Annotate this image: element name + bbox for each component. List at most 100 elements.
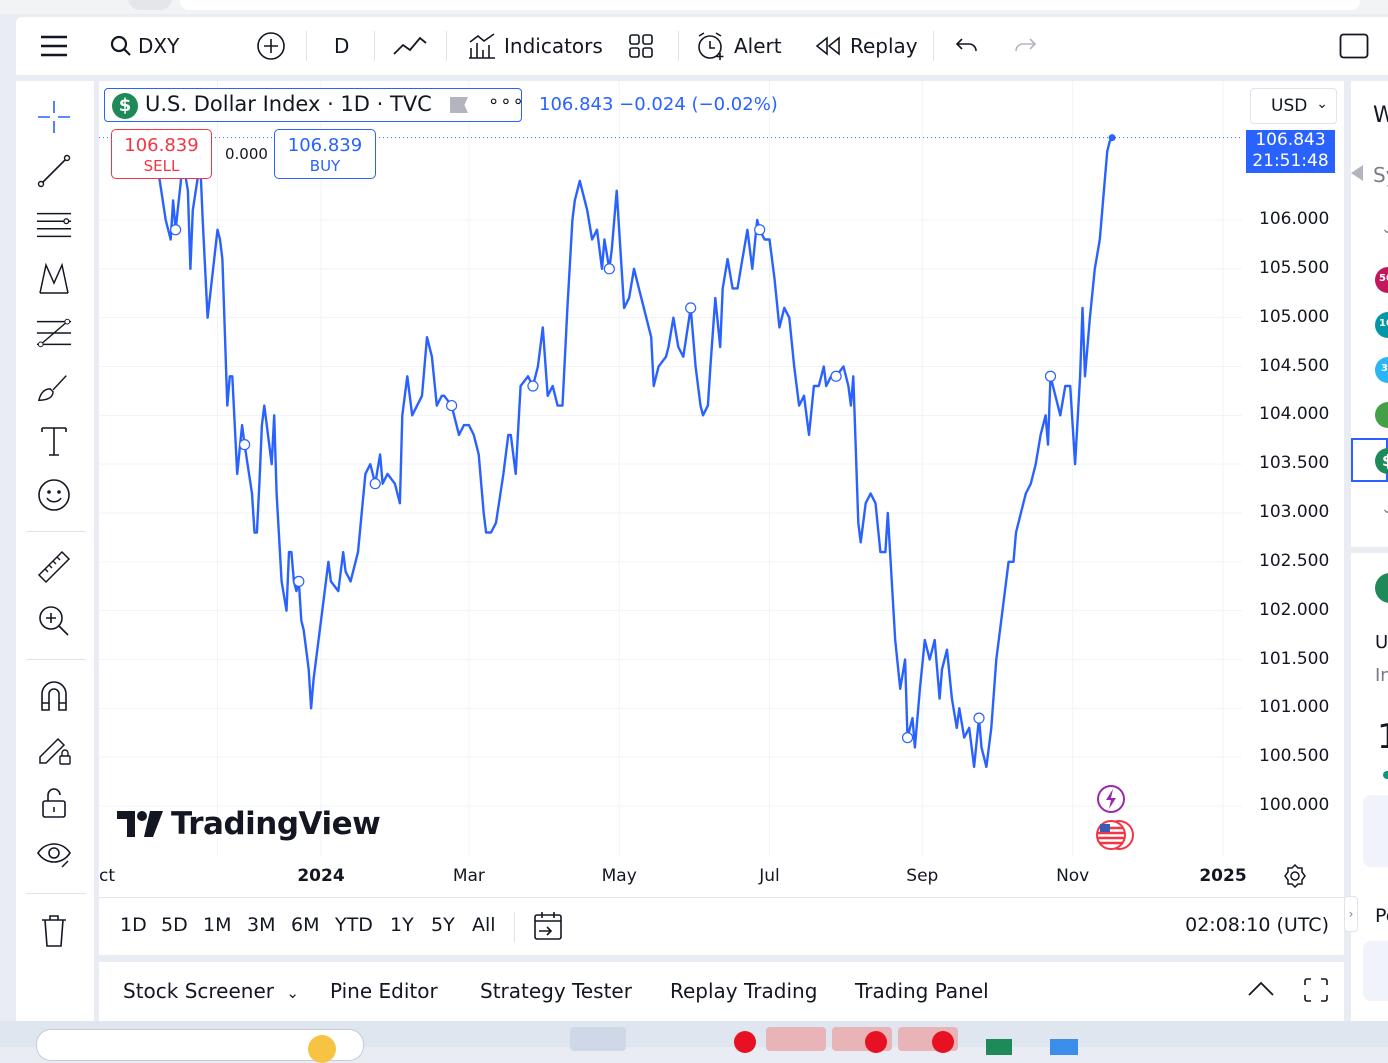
time-range-bar: 1D 5D 1M 3M 6M YTD 1Y 5Y All 02:08:10 (U… [99,897,1344,955]
range-1d[interactable]: 1D [120,914,147,936]
series-marker [1044,370,1057,382]
range-6m[interactable]: 6M [291,914,320,936]
dollar-icon: $ [112,93,138,119]
symbol-label: DXY [138,34,180,58]
tab-replay-trading[interactable]: Replay Trading [670,979,818,1003]
lock-drawings-tool[interactable] [36,731,72,767]
fullscreen-button[interactable] [1339,17,1369,75]
range-1y[interactable]: 1Y [390,914,414,936]
symbol-badge[interactable] [1375,402,1388,428]
browser-tab[interactable] [128,0,172,10]
economic-event-marker[interactable] [1094,818,1136,856]
utc-clock[interactable]: 02:08:10 (UTC) [1185,914,1329,936]
price-series [149,134,1116,769]
performance-card[interactable] [1363,941,1388,1001]
zoom-in-tool[interactable] [36,603,72,639]
compare-symbol-button[interactable] [256,17,286,75]
indicators-button[interactable]: Indicators [468,17,603,75]
currency-select[interactable]: USD ⌄ [1250,88,1337,124]
go-to-date-button[interactable] [533,911,563,945]
series-marker [603,263,615,275]
buy-button[interactable]: 106.839 BUY [274,129,376,179]
symbol-badge[interactable]: 10 [1375,312,1388,338]
bar-countdown: 21:51:48 [1252,151,1329,171]
text-tool[interactable] [36,423,72,459]
last-price: 106.843 [539,94,614,115]
expand-panel-handle[interactable]: › [1344,896,1358,932]
layouts-button[interactable] [628,17,654,75]
chart-settings-button[interactable] [1283,863,1307,892]
range-3m[interactable]: 3M [247,914,276,936]
legend-values: 106.843 −0.024 (−0.02%) [539,94,778,115]
maximize-panel-button[interactable] [1303,977,1329,1007]
trend-line-tool[interactable] [36,153,72,189]
tab-pine-editor[interactable]: Pine Editor [330,979,438,1003]
range-5y[interactable]: 5Y [431,914,455,936]
news-card[interactable] [1363,795,1388,867]
chevron-down-icon: ⌄ [1381,221,1388,237]
taskbar-app-active[interactable] [766,1027,826,1051]
series-marker [446,399,458,412]
magnet-icon [41,681,67,711]
undo-button[interactable] [954,17,980,75]
address-bar[interactable] [180,0,1360,10]
panel-divider [1351,547,1388,553]
forecast-tool[interactable] [36,315,72,351]
market-status-dot [1383,771,1388,779]
fib-retracement-tool[interactable] [36,207,72,243]
time-axis-label: Mar [452,866,485,886]
tab-stock-screener[interactable]: Stock Screener ⌄ [123,979,299,1003]
chart-pane[interactable] [99,81,1344,953]
chart-type-button[interactable] [392,17,428,75]
taskbar-app-active[interactable] [570,1027,626,1051]
range-1m[interactable]: 1M [203,914,232,936]
unlock-tool[interactable] [36,785,72,821]
symbol-badge[interactable]: 3 [1375,357,1388,383]
trash-icon [42,915,66,947]
magnet-tool[interactable] [36,677,72,713]
price-chart[interactable] [99,81,1344,897]
flag-icon[interactable] [450,97,468,113]
series-marker [293,575,305,587]
tradingview-watermark[interactable]: TradingView [117,806,381,842]
time-axis-label: ct [99,866,116,886]
menu-button[interactable] [40,17,68,75]
interval-button[interactable]: D [334,17,349,75]
collapse-panel-button[interactable] [1247,980,1275,1002]
symbol-search-button[interactable]: DXY [110,17,179,75]
range-5d[interactable]: 5D [161,914,188,936]
hide-drawings-tool[interactable] [36,837,72,873]
remove-drawings-tool[interactable] [36,913,72,949]
watchlist-title: W [1373,103,1388,128]
replay-button[interactable]: Replay [814,17,918,75]
brush-tool[interactable] [36,369,72,405]
symbol-badge[interactable]: 50 [1375,267,1388,293]
sell-button[interactable]: 106.839 SELL [111,129,212,179]
time-axis-label: May [601,866,637,886]
symbol-legend[interactable]: $ U.S. Dollar Index · 1D · TVC ∘∘∘ [104,88,525,122]
hamburger-icon [41,35,67,57]
selected-watchlist-row[interactable]: $ [1351,438,1388,482]
taskbar-app-icon[interactable] [1050,1039,1078,1055]
crosshair-tool[interactable] [36,99,72,135]
us-flag-icon [1096,820,1134,850]
redo-button[interactable] [1012,17,1038,75]
weather-icon[interactable] [308,1035,336,1063]
taskbar-app-icon[interactable] [986,1039,1012,1055]
pencil-lock-icon [39,737,71,765]
toolbar-divider [26,893,86,894]
time-axis-label: Sep [906,866,939,886]
lightning-event-marker[interactable] [1096,784,1126,818]
time-axis-label: 2025 [1199,866,1247,886]
measure-tool[interactable] [36,549,72,585]
range-ytd[interactable]: YTD [335,914,373,936]
range-all[interactable]: All [472,914,496,936]
alert-button[interactable]: Alert [696,17,782,75]
more-options-icon[interactable]: ∘∘∘ [488,91,525,112]
emoji-tool[interactable] [36,477,72,513]
tab-strategy-tester[interactable]: Strategy Tester [480,979,632,1003]
tab-trading-panel[interactable]: Trading Panel [855,979,989,1003]
pattern-tool[interactable] [36,261,72,297]
maximize-icon [1304,978,1328,1002]
unlock-icon [42,788,66,818]
